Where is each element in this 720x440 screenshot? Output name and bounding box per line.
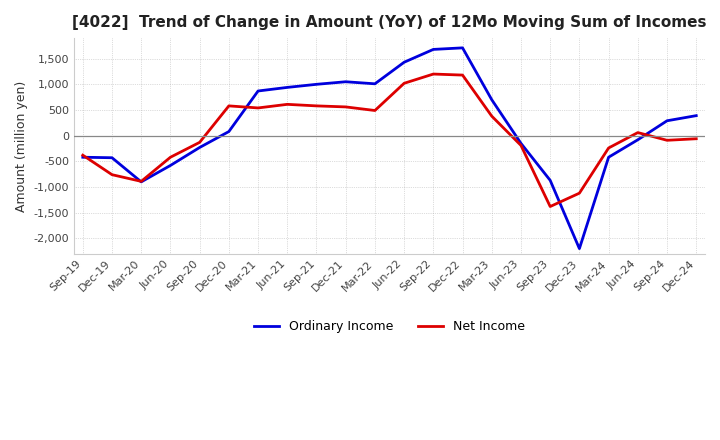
Net Income [166, 154, 175, 160]
Net Income [312, 103, 321, 109]
Ordinary Income [604, 154, 613, 160]
Ordinary Income [546, 178, 554, 183]
Ordinary Income [662, 118, 671, 123]
Net Income [108, 172, 117, 177]
Ordinary Income [575, 246, 584, 251]
Ordinary Income [137, 179, 145, 184]
Ordinary Income [341, 79, 350, 84]
Ordinary Income [371, 81, 379, 86]
Net Income [575, 191, 584, 196]
Net Income [253, 105, 262, 110]
Ordinary Income [517, 141, 526, 146]
Net Income [692, 136, 701, 141]
Net Income [429, 71, 438, 77]
Net Income [634, 130, 642, 135]
Ordinary Income [225, 129, 233, 134]
Y-axis label: Amount (million yen): Amount (million yen) [15, 81, 28, 212]
Net Income [458, 73, 467, 78]
Net Income [517, 143, 526, 148]
Net Income [195, 139, 204, 145]
Net Income [662, 138, 671, 143]
Net Income [487, 114, 496, 119]
Net Income [371, 108, 379, 113]
Ordinary Income [195, 145, 204, 150]
Ordinary Income [312, 82, 321, 87]
Net Income [400, 81, 408, 86]
Ordinary Income [283, 85, 292, 90]
Net Income [78, 153, 87, 158]
Legend: Ordinary Income, Net Income: Ordinary Income, Net Income [249, 315, 530, 338]
Ordinary Income [458, 45, 467, 51]
Net Income [137, 179, 145, 184]
Ordinary Income [429, 47, 438, 52]
Ordinary Income [78, 154, 87, 160]
Ordinary Income [634, 137, 642, 143]
Net Income [225, 103, 233, 109]
Ordinary Income [400, 59, 408, 65]
Net Income [604, 145, 613, 150]
Line: Ordinary Income: Ordinary Income [83, 48, 696, 249]
Ordinary Income [692, 113, 701, 118]
Title: [4022]  Trend of Change in Amount (YoY) of 12Mo Moving Sum of Incomes: [4022] Trend of Change in Amount (YoY) o… [72, 15, 707, 30]
Ordinary Income [108, 155, 117, 161]
Net Income [283, 102, 292, 107]
Line: Net Income: Net Income [83, 74, 696, 206]
Ordinary Income [253, 88, 262, 94]
Ordinary Income [487, 97, 496, 103]
Net Income [546, 204, 554, 209]
Net Income [341, 104, 350, 110]
Ordinary Income [166, 163, 175, 168]
